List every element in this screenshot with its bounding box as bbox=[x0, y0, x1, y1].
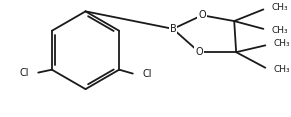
Text: O: O bbox=[196, 47, 203, 57]
Text: Cl: Cl bbox=[19, 68, 29, 78]
Text: CH₃: CH₃ bbox=[271, 26, 288, 35]
Text: Cl: Cl bbox=[143, 69, 152, 79]
Text: B: B bbox=[170, 24, 176, 34]
Text: CH₃: CH₃ bbox=[273, 65, 290, 74]
Text: CH₃: CH₃ bbox=[271, 3, 288, 12]
Text: CH₃: CH₃ bbox=[273, 39, 290, 48]
Text: O: O bbox=[198, 10, 206, 20]
